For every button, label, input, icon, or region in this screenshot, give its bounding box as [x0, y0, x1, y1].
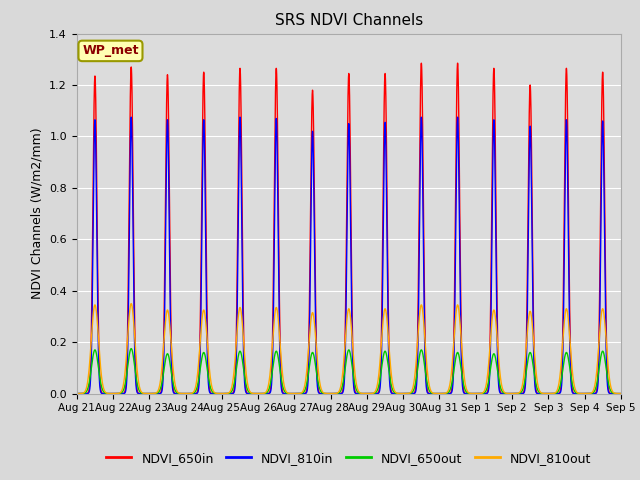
Title: SRS NDVI Channels: SRS NDVI Channels: [275, 13, 423, 28]
Y-axis label: NDVI Channels (W/m2/mm): NDVI Channels (W/m2/mm): [31, 128, 44, 300]
Text: WP_met: WP_met: [82, 44, 139, 58]
Legend: NDVI_650in, NDVI_810in, NDVI_650out, NDVI_810out: NDVI_650in, NDVI_810in, NDVI_650out, NDV…: [101, 447, 596, 469]
